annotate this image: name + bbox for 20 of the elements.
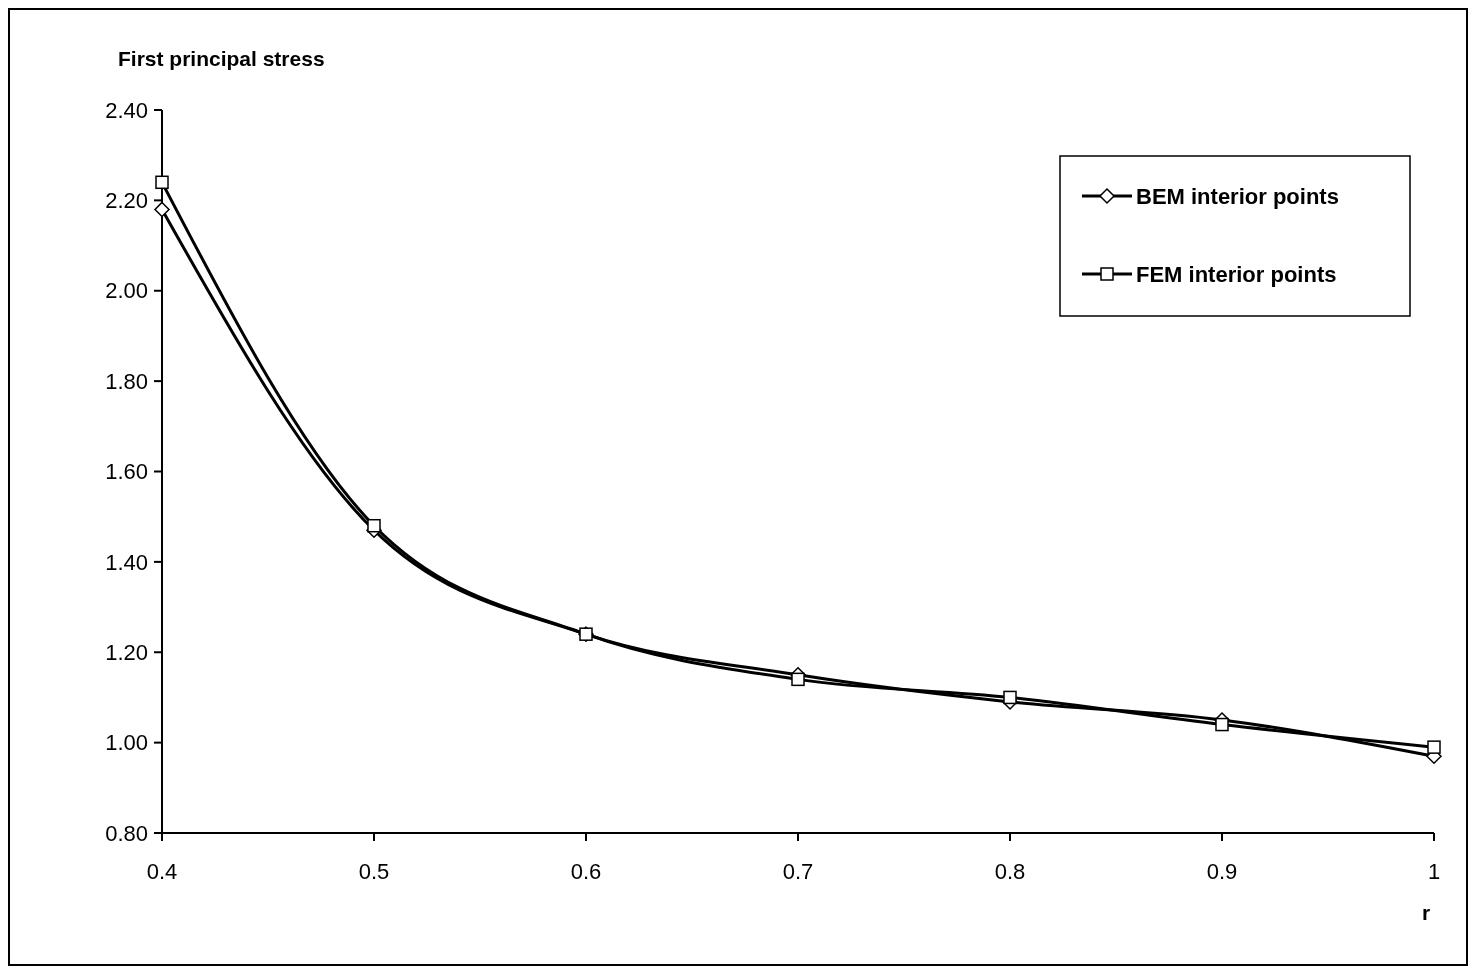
- x-tick-label: 0.9: [1206, 859, 1238, 884]
- x-tick-label: 0.8: [994, 859, 1026, 884]
- y-tick-label: 0.80: [105, 820, 148, 846]
- y-tick-label: 1.60: [105, 459, 148, 485]
- y-tick-label: 1.00: [105, 730, 148, 756]
- y-tick-label: 1.20: [105, 639, 148, 665]
- x-tick-label: 0.6: [570, 859, 602, 884]
- y-tick-label: 2.40: [105, 97, 148, 123]
- x-tick-label: 0.7: [782, 859, 814, 884]
- x-axis-title: r: [1421, 901, 1431, 924]
- y-tick-label: 1.40: [105, 549, 148, 575]
- y-tick-label: 2.00: [105, 278, 148, 304]
- x-tick-label: 0.4: [146, 859, 178, 884]
- legend-label: FEM interior points: [1136, 261, 1337, 287]
- y-tick-label: 2.20: [105, 188, 148, 214]
- legend-label: BEM interior points: [1136, 183, 1339, 209]
- y-axis-title: First principal stress: [118, 47, 325, 70]
- y-tick-label: 1.80: [105, 368, 148, 394]
- x-tick-label: 0.5: [358, 859, 390, 884]
- x-tick-label: 1: [1427, 859, 1441, 884]
